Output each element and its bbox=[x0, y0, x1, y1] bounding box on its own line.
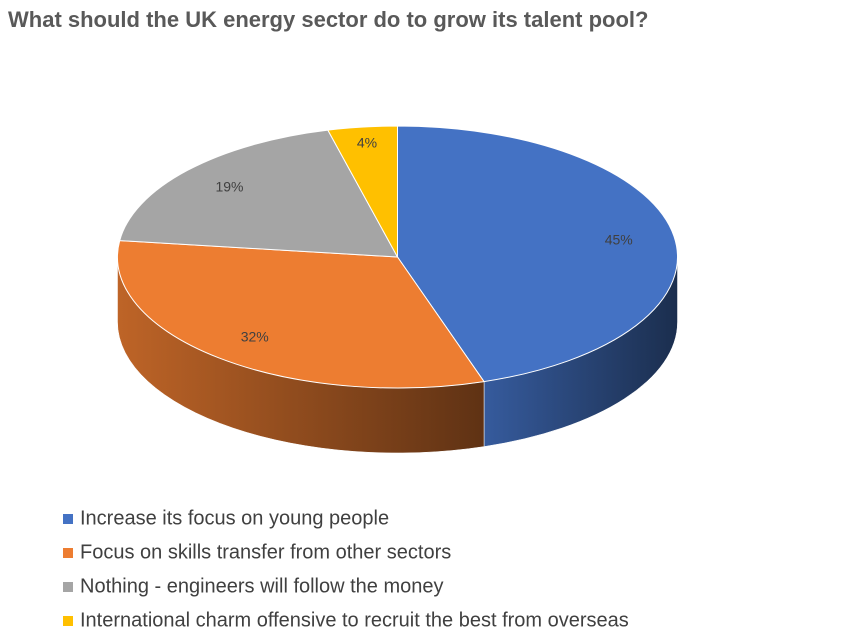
legend-swatch bbox=[63, 616, 73, 626]
slice bbox=[397, 125, 678, 383]
legend-label: International charm offensive to recruit… bbox=[80, 609, 629, 631]
legend-swatch bbox=[63, 582, 73, 592]
legend-label: Nothing - engineers will follow the mone… bbox=[80, 575, 444, 597]
legend: Increase its focus on young people Focus … bbox=[63, 507, 629, 631]
data-label: 45% bbox=[605, 231, 633, 247]
legend-swatch bbox=[63, 548, 73, 558]
legend-label: Focus on skills transfer from other sect… bbox=[80, 541, 451, 563]
pie: 45% 32% 19% 4% bbox=[117, 125, 678, 454]
slice bbox=[119, 129, 399, 258]
legend-label: Increase its focus on young people bbox=[80, 507, 389, 529]
chart-title: What should the UK energy sector do to g… bbox=[8, 7, 648, 32]
legend-swatch bbox=[63, 514, 73, 524]
data-label: 4% bbox=[357, 135, 377, 151]
slice bbox=[327, 125, 398, 258]
data-label: 32% bbox=[241, 328, 269, 344]
slice bbox=[117, 240, 485, 389]
data-label: 19% bbox=[215, 178, 243, 194]
